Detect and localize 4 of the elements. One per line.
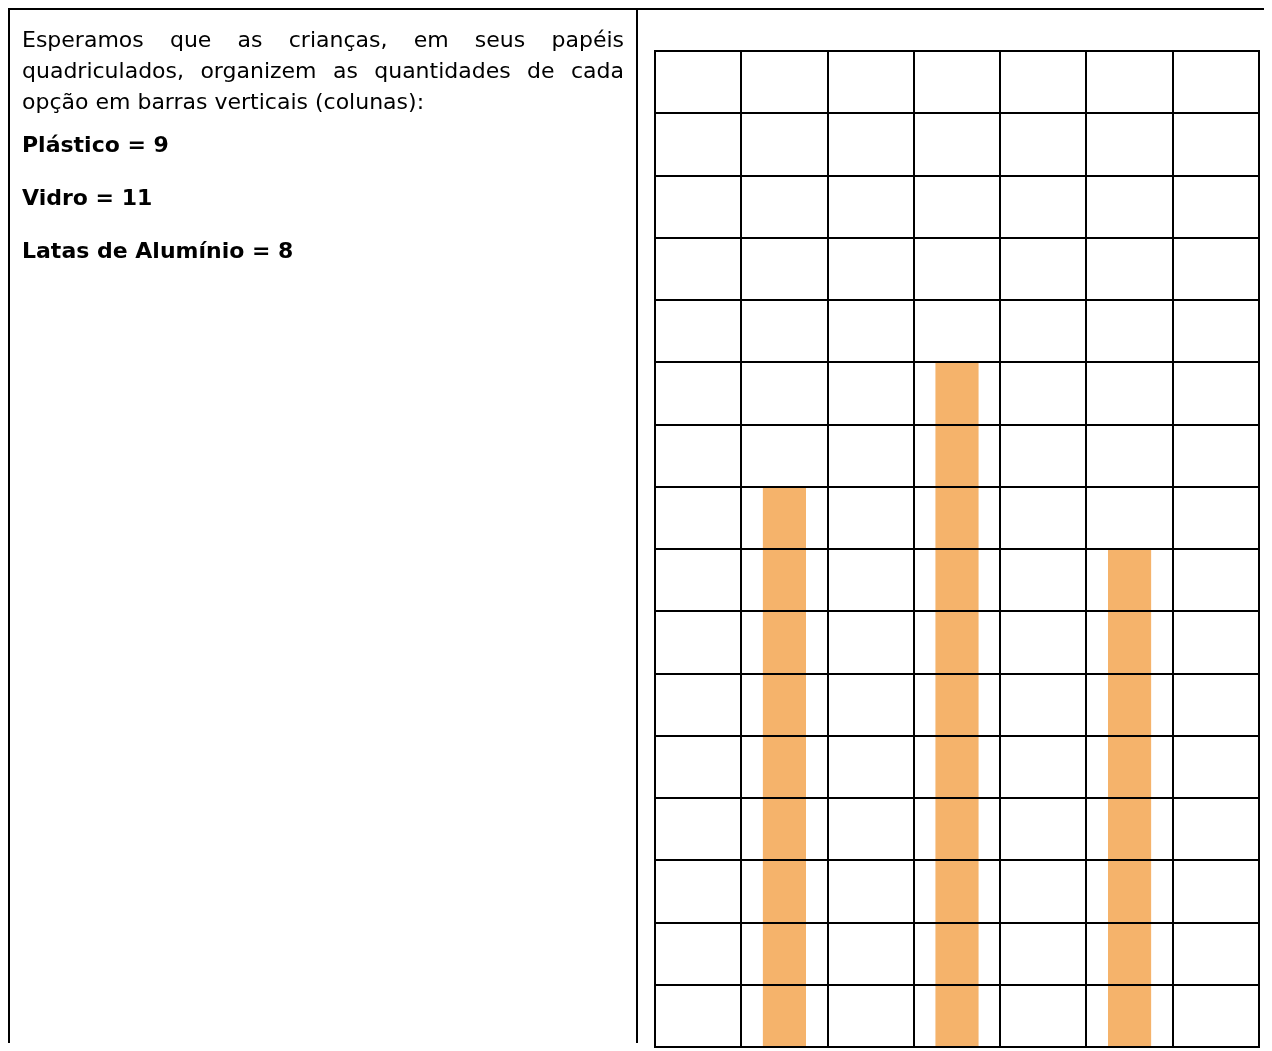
text: Esperamos que as crianças, em seus papéis quadriculados, organizem as quantidades de cada opção em barras verticais (colunas): — [22, 26, 624, 116]
text: Latas de Alumínio = 8 — [22, 237, 295, 265]
text: Plástico = 9 — [22, 131, 170, 159]
text: Vidro = 11 — [22, 184, 154, 212]
